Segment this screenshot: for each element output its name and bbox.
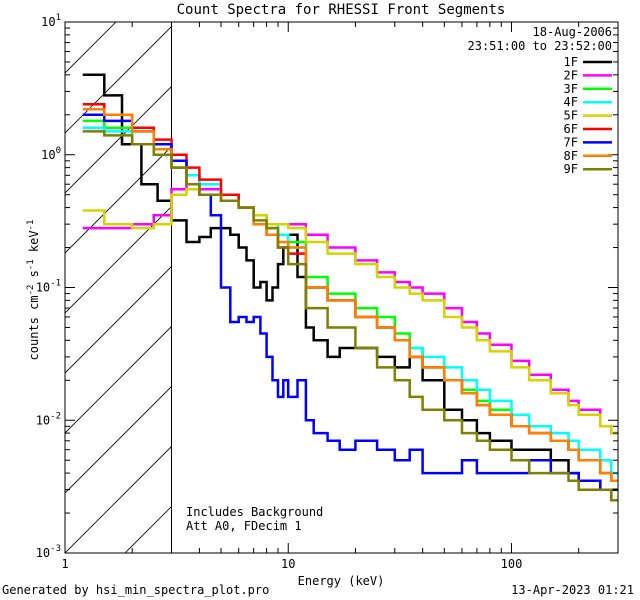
legend-label-3F: 3F <box>564 82 578 96</box>
footer-generated-by: Generated by hsi_min_spectra_plot.pro <box>2 583 270 597</box>
x-tick-label: 10 <box>281 557 295 571</box>
chart-title: Count Spectra for RHESSI Front Segments <box>177 2 506 18</box>
y-tick-label: 10-1 <box>36 279 61 295</box>
series-5F-line <box>82 187 618 435</box>
legend-label-2F: 2F <box>564 68 578 82</box>
series-1F-line <box>82 73 618 491</box>
y-tick-label: 100 <box>41 146 61 162</box>
legend-label-1F: 1F <box>564 55 578 69</box>
legend-label-5F: 5F <box>564 109 578 123</box>
series-2F-line <box>82 182 618 435</box>
legend-label-6F: 6F <box>564 122 578 136</box>
y-tick-label: 101 <box>41 13 61 29</box>
x-tick-label: 1 <box>61 557 68 571</box>
legend-label-4F: 4F <box>564 95 578 109</box>
y-tick-label: 10-3 <box>36 544 61 560</box>
series-9F-line <box>82 130 618 502</box>
legend-label-9F: 9F <box>564 162 578 176</box>
x-tick-label: 100 <box>501 557 523 571</box>
annotation-background: Includes Background <box>186 505 323 519</box>
legend-time-range: 23:51:00 to 23:52:00 <box>468 39 613 53</box>
y-axis-label: counts cm-2 s-1 keV-1 <box>26 220 41 361</box>
legend-date: 18-Aug-2006 <box>533 25 612 39</box>
y-tick-label: 10-2 <box>36 411 61 427</box>
series-7F-line <box>82 113 618 502</box>
annotation-attenuator: Att A0, FDecim 1 <box>186 519 302 533</box>
legend-label-7F: 7F <box>564 135 578 149</box>
x-axis-label: Energy (keV) <box>298 574 385 588</box>
legend-label-8F: 8F <box>564 149 578 163</box>
footer-timestamp: 13-Apr-2023 01:21 <box>511 583 634 597</box>
